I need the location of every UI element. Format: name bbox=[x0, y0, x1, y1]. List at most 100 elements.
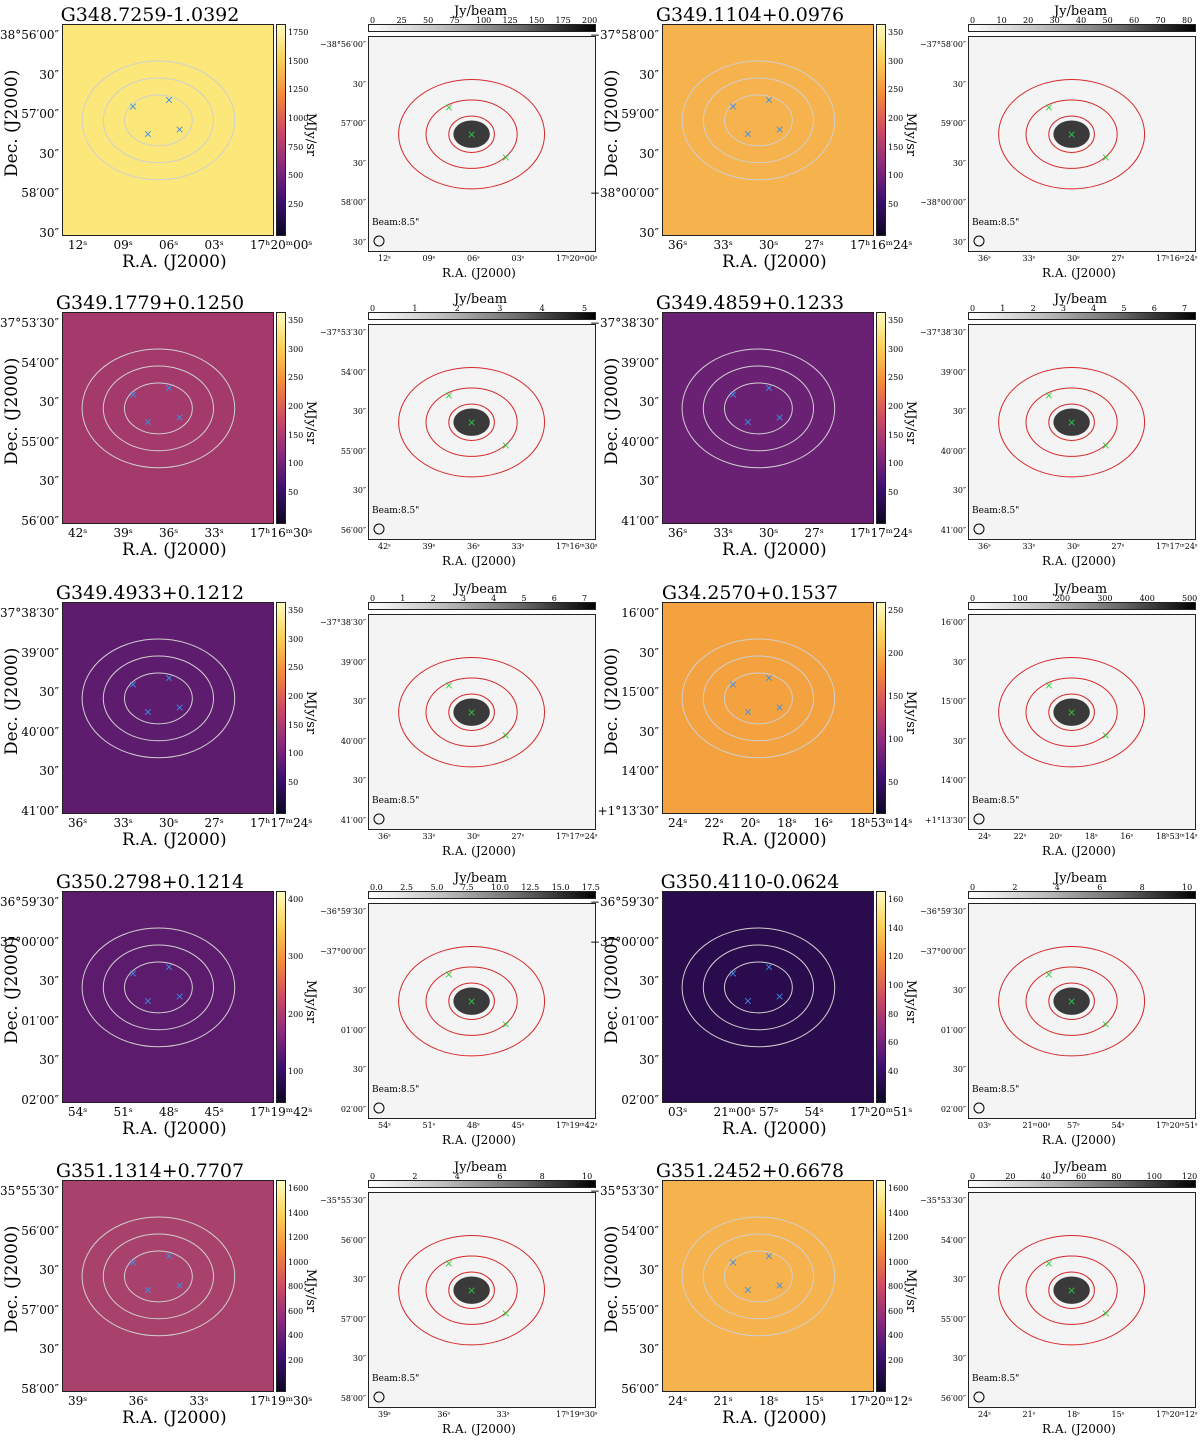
ir-colorbar bbox=[276, 891, 286, 1103]
source-marker: × bbox=[175, 1279, 184, 1292]
dec-tick-label: 41′00″ bbox=[621, 514, 659, 528]
dec-tick-label: 39′00″ bbox=[340, 657, 366, 667]
source-marker: × bbox=[501, 439, 510, 452]
mm-cbar-tick: 10 bbox=[996, 16, 1007, 25]
beam-ellipse bbox=[373, 523, 385, 535]
infrared-map: × × × × bbox=[662, 602, 874, 814]
ra-tick-label: 21ˢ bbox=[1022, 1410, 1036, 1419]
mm-colorbar bbox=[968, 891, 1196, 899]
ir-cbar-tick: 100 bbox=[888, 459, 904, 469]
panel-title: G348.7259-1.0392 bbox=[60, 4, 240, 26]
dec-tick-label: 30″ bbox=[639, 474, 659, 489]
dec-tick-label: −37°38′30″ bbox=[589, 316, 659, 330]
ra-tick-label: 36ˢ bbox=[668, 238, 688, 252]
dec-tick-label: 55′00″ bbox=[340, 446, 366, 456]
ra-tick-label: 06ˢ bbox=[159, 238, 179, 252]
dec-tick-label: 30″ bbox=[639, 226, 659, 240]
source-marker: × bbox=[1101, 1018, 1110, 1031]
ra-tick-label: 36ˢ bbox=[978, 542, 991, 551]
ir-cbar-tick: 250 bbox=[288, 373, 304, 383]
mm-contour bbox=[1048, 1271, 1095, 1309]
dec-tick-label: 30″ bbox=[39, 1263, 59, 1278]
mm-cbar-tick: 3 bbox=[497, 304, 503, 313]
ra-tick-label: 03ˢ bbox=[978, 1121, 991, 1130]
mm-contour bbox=[998, 78, 1146, 190]
ra-axis-label: R.A. (J2000) bbox=[722, 252, 827, 272]
ra-axis-label: R.A. (J2000) bbox=[1042, 844, 1116, 858]
dec-tick-label: −37°53′30″ bbox=[319, 328, 366, 337]
source-marker: × bbox=[728, 1256, 737, 1269]
mm-cbar-tick: 12.5 bbox=[521, 883, 540, 892]
mm-cbar-tick: 3 bbox=[460, 594, 466, 603]
mm-cbar-tick: 70 bbox=[1155, 16, 1166, 25]
ir-contour bbox=[702, 944, 815, 1031]
ra-tick-label: 27ˢ bbox=[1111, 542, 1125, 551]
ra-tick-label: 03ˢ bbox=[204, 238, 224, 252]
dec-tick-label: 16′00″ bbox=[940, 618, 966, 627]
mm-cbar-tick: 60 bbox=[1076, 1172, 1087, 1181]
ir-contour bbox=[102, 365, 215, 452]
ir-contour bbox=[81, 927, 236, 1048]
ra-tick-label: 57ˢ bbox=[759, 1105, 779, 1119]
source-marker: × bbox=[164, 1249, 173, 1262]
mm-contour bbox=[1048, 982, 1095, 1020]
ir-contour bbox=[723, 382, 793, 435]
dec-tick-label: −36°59′30″ bbox=[0, 895, 59, 909]
dec-tick-label: 54′00″ bbox=[621, 1223, 659, 1238]
ir-cbar-tick: 1600 bbox=[288, 1184, 309, 1193]
ra-axis-label: R.A. (J2000) bbox=[722, 1119, 827, 1139]
dec-tick-label: −38°56′00″ bbox=[0, 28, 59, 42]
source-marker: × bbox=[743, 705, 752, 718]
dec-tick-label: 58′00″ bbox=[21, 1382, 59, 1396]
source-marker: × bbox=[444, 968, 453, 981]
source-marker: × bbox=[164, 960, 173, 973]
mm-contour bbox=[398, 366, 546, 478]
ra-axis-label: R.A. (J2000) bbox=[122, 540, 227, 560]
source-marker: × bbox=[1044, 968, 1053, 981]
ra-tick-label: 27ˢ bbox=[804, 526, 824, 540]
source-marker: × bbox=[1101, 729, 1110, 742]
dec-tick-label: −37°53′30″ bbox=[0, 316, 59, 330]
mm-cbar-tick: 0.0 bbox=[370, 883, 383, 892]
ir-contour bbox=[702, 77, 815, 164]
source-marker: × bbox=[1044, 389, 1053, 402]
ra-tick-label: 17ʰ16ᵐ24ˢ bbox=[1156, 254, 1198, 263]
ir-cbar-tick: 1250 bbox=[288, 85, 309, 95]
source-marker: × bbox=[1067, 706, 1076, 719]
ir-cbar-tick: 300 bbox=[288, 634, 304, 644]
panel-title: G350.2798+0.1214 bbox=[55, 871, 245, 893]
dec-tick-label: 59′00″ bbox=[940, 119, 966, 129]
mm-cbar-tick: 100 bbox=[1012, 594, 1028, 603]
dec-tick-label: −35°55′30″ bbox=[0, 1184, 59, 1198]
dec-tick-label: 14′00″ bbox=[621, 764, 659, 779]
ir-contour bbox=[681, 348, 836, 469]
ir-cbar-tick: 250 bbox=[888, 373, 904, 383]
ir-overlay: × × × × bbox=[81, 60, 236, 181]
mm-cbar-tick: 80 bbox=[1111, 1172, 1122, 1181]
mm-cbar-tick: 2 bbox=[412, 1172, 418, 1181]
mm-core bbox=[1053, 987, 1090, 1015]
dec-tick-label: 30″ bbox=[639, 1053, 659, 1068]
ra-axis-label: R.A. (J2000) bbox=[722, 540, 827, 560]
dec-tick-label: 15′00″ bbox=[940, 697, 966, 707]
mm-contour bbox=[998, 1234, 1146, 1346]
ir-cbar-tick: 50 bbox=[888, 488, 899, 497]
mm-overlay: × × × bbox=[373, 366, 546, 535]
dec-tick-label: 02′00″ bbox=[940, 1105, 966, 1114]
infrared-map: × × × × bbox=[662, 1180, 874, 1392]
ra-tick-label: 17ʰ19ᵐ42ˢ bbox=[556, 1121, 598, 1130]
dec-tick-label: 58′00″ bbox=[21, 186, 59, 201]
dec-tick-label: 54′00″ bbox=[340, 367, 366, 377]
dec-tick-label: 40′00″ bbox=[21, 724, 59, 739]
source-marker: × bbox=[1101, 151, 1110, 164]
ra-tick-label: 30ˢ bbox=[759, 238, 779, 252]
dec-tick-label: −36°59′30″ bbox=[319, 907, 366, 916]
ra-tick-label: 36ˢ bbox=[437, 1410, 451, 1419]
mm-cbar-tick: 30 bbox=[1049, 16, 1060, 25]
dec-tick-label: 30″ bbox=[352, 407, 366, 417]
dec-tick-label: +1°13′30″ bbox=[597, 804, 659, 818]
ir-cbar-tick: 300 bbox=[288, 952, 304, 962]
mm-cbar-tick: 50 bbox=[1102, 16, 1113, 25]
mm-cbar-tick: 7.5 bbox=[460, 883, 474, 892]
ir-panel: G351.2452+0.6678 × × × × −35°53′30″ 54′00″ 30″ 5… bbox=[590, 1156, 918, 1444]
